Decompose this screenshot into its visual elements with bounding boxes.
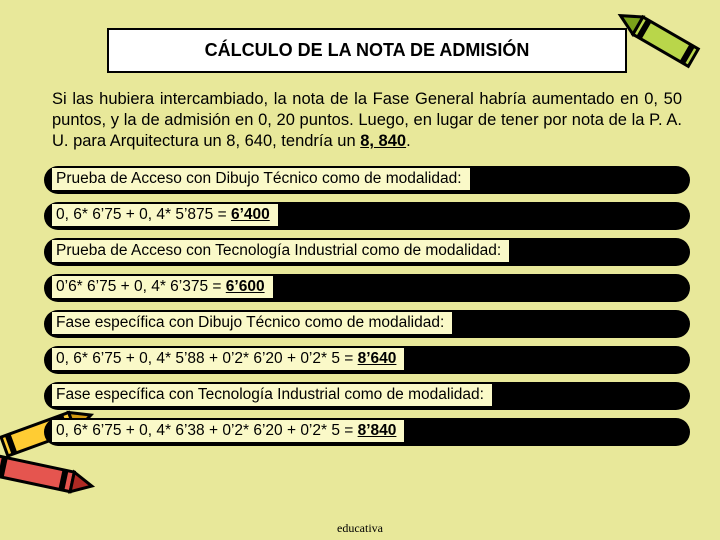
lines-section: Prueba de Acceso con Dibujo Técnico como… [44,166,690,446]
content-line: 0, 6* 6’75 + 0, 4* 5’875 = 6’400 [44,202,690,230]
title-box: CÁLCULO DE LA NOTA DE ADMISIÓN [107,28,627,73]
intro-paragraph: Si las hubiera intercambiado, la nota de… [52,89,682,152]
highlight-text: 0, 6* 6’75 + 0, 4* 5’88 + 0’2* 6’20 + 0’… [52,348,404,370]
line-pre: 0, 6* 6’75 + 0, 4* 6’38 + 0’2* 6’20 + 0’… [56,422,358,439]
content-line: 0’6* 6’75 + 0, 4* 6’375 = 6’600 [44,274,690,302]
highlight-text: 0, 6* 6’75 + 0, 4* 6’38 + 0’2* 6’20 + 0’… [52,420,404,442]
highlight-text: Prueba de Acceso con Dibujo Técnico como… [52,168,470,190]
title-text: CÁLCULO DE LA NOTA DE ADMISIÓN [205,40,530,60]
line-pre: 0, 6* 6’75 + 0, 4* 5’88 + 0’2* 6’20 + 0’… [56,350,358,367]
content-line: 0, 6* 6’75 + 0, 4* 5’88 + 0’2* 6’20 + 0’… [44,346,690,374]
line-pre: Prueba de Acceso con Tecnología Industri… [56,242,501,259]
slide: CÁLCULO DE LA NOTA DE ADMISIÓN Si las hu… [0,0,720,540]
content-line: Prueba de Acceso con Tecnología Industri… [44,238,690,266]
line-pre: 0, 6* 6’75 + 0, 4* 5’875 = [56,206,231,223]
highlight-text: 0, 6* 6’75 + 0, 4* 5’875 = 6’400 [52,204,278,226]
line-result: 6’400 [231,206,270,223]
line-pre: Fase específica con Dibujo Técnico como … [56,314,444,331]
line-result: 8’640 [358,350,397,367]
intro-emph: 8, 840 [360,132,406,150]
content-line: Prueba de Acceso con Dibujo Técnico como… [44,166,690,194]
line-result: 8’840 [358,422,397,439]
content-line: 0, 6* 6’75 + 0, 4* 6’38 + 0’2* 6’20 + 0’… [44,418,690,446]
line-pre: Fase específica con Tecnología Industria… [56,386,484,403]
footer-text: educativa [337,521,383,536]
highlight-text: Fase específica con Dibujo Técnico como … [52,312,452,334]
content-line: Fase específica con Dibujo Técnico como … [44,310,690,338]
line-result: 6’600 [226,278,265,295]
highlight-text: Prueba de Acceso con Tecnología Industri… [52,240,509,262]
highlight-text: 0’6* 6’75 + 0, 4* 6’375 = 6’600 [52,276,273,298]
intro-tail: . [406,132,411,150]
line-pre: Prueba de Acceso con Dibujo Técnico como… [56,170,462,187]
line-pre: 0’6* 6’75 + 0, 4* 6’375 = [56,278,226,295]
highlight-text: Fase específica con Tecnología Industria… [52,384,492,406]
content-line: Fase específica con Tecnología Industria… [44,382,690,410]
